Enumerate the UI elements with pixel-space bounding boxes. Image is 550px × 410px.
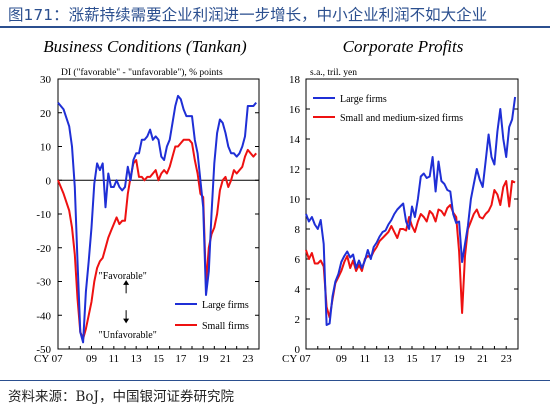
x-tick-label: 11 xyxy=(109,353,120,365)
x-tick-label: 09 xyxy=(86,353,98,365)
footer-rule xyxy=(0,380,550,381)
corporate-profits-chart: Corporate Profits s.a., tril. yen 18 16 14… xyxy=(282,37,519,365)
y-tick-label: -50 xyxy=(36,344,51,356)
chart-title: Corporate Profits xyxy=(343,37,464,56)
annotation-unfavorable: "Unfavorable" xyxy=(99,330,157,341)
legend-label-small: Small firms xyxy=(202,321,249,332)
source-note: 资料来源：BoJ，中国银河证券研究院 xyxy=(8,389,234,405)
x-tick-label: 17 xyxy=(175,353,187,365)
y-tick-label: 0 xyxy=(46,175,52,187)
y-tick-label: 6 xyxy=(295,254,301,266)
y-tick-label: 0 xyxy=(295,344,301,356)
y-tick-label: -40 xyxy=(36,310,51,322)
y-tick-label: -10 xyxy=(36,209,51,221)
y-tick-label: 10 xyxy=(40,142,52,154)
figure-title: 图171：涨薪持续需要企业利润进一步增长，中小企业利润不如大企业 xyxy=(8,6,488,24)
annotation-favorable: "Favorable" xyxy=(99,271,147,282)
arrow-down-icon xyxy=(123,318,130,324)
arrow-up-icon xyxy=(123,280,130,285)
y-tick-label: 8 xyxy=(295,224,301,236)
x-tick-label: 11 xyxy=(360,353,371,365)
header: 图171：涨薪持续需要企业利润进一步增长，中小企业利润不如大企业 xyxy=(0,0,550,28)
y-tick-label: 30 xyxy=(40,74,52,86)
x-tick-label: 13 xyxy=(131,353,143,365)
y-tick-label: 4 xyxy=(295,284,301,296)
y-tick-label: 16 xyxy=(289,104,301,116)
y-axis-label: s.a., tril. yen xyxy=(310,68,357,78)
series-line-small-firms xyxy=(305,180,516,319)
series-line-large-firms xyxy=(57,94,257,344)
y-axis-label: DI ("favorable" - "unfavorable"), % poin… xyxy=(61,67,223,78)
y-tick-label: 18 xyxy=(289,74,301,86)
x-tick-label: CY 07 xyxy=(282,353,311,365)
x-tick-label: 21 xyxy=(477,353,488,365)
x-tick-label: 23 xyxy=(501,353,513,365)
y-tick-label: -30 xyxy=(36,277,51,289)
x-tick-label: 13 xyxy=(383,353,395,365)
business-conditions-chart: Business Conditions (Tankan) DI ("favora… xyxy=(34,37,260,365)
legend-label-large: Large firms xyxy=(340,94,387,105)
series-line-large-firms xyxy=(305,96,517,326)
x-tick-label: 23 xyxy=(242,353,254,365)
legend-label-small: Small and medium-sized firms xyxy=(340,113,463,124)
y-tick-label: 12 xyxy=(289,164,300,176)
series-line-small-firms xyxy=(57,138,257,340)
y-tick-label: 10 xyxy=(289,194,301,206)
x-tick-label: 19 xyxy=(454,353,466,365)
x-tick-label: 15 xyxy=(407,353,419,365)
x-tick-label: 19 xyxy=(198,353,210,365)
charts-canvas: Business Conditions (Tankan) DI ("favora… xyxy=(34,37,519,365)
x-tick-label: CY 07 xyxy=(34,353,63,365)
x-tick-label: 15 xyxy=(153,353,165,365)
legend-label-large: Large firms xyxy=(202,300,249,311)
y-tick-label: 20 xyxy=(40,108,52,120)
header-rule xyxy=(0,26,550,28)
x-tick-label: 09 xyxy=(336,353,348,365)
y-tick-label: 14 xyxy=(289,134,301,146)
y-tick-label: 2 xyxy=(295,314,301,326)
chart-title: Business Conditions (Tankan) xyxy=(43,37,247,56)
y-tick-label: -20 xyxy=(36,243,51,255)
x-tick-label: 21 xyxy=(220,353,231,365)
x-tick-label: 17 xyxy=(430,353,442,365)
